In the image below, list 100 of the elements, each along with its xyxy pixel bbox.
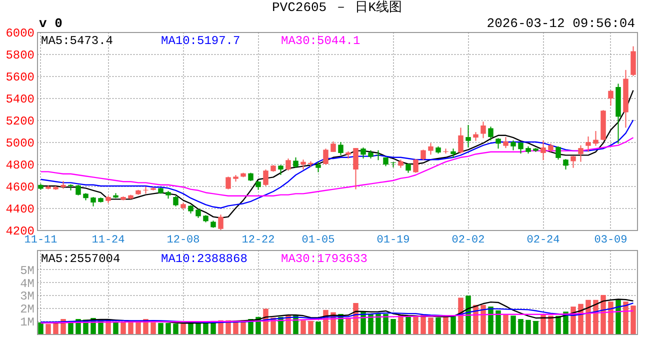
candlestick — [406, 162, 411, 174]
bar — [556, 316, 561, 334]
bar — [623, 302, 628, 334]
text: MA30:1793633 — [281, 252, 368, 266]
bar — [196, 322, 201, 334]
bar — [398, 315, 404, 334]
bar — [376, 313, 381, 334]
text: MA30:5044.1 — [281, 34, 360, 48]
candlestick — [458, 127, 464, 154]
candlestick — [570, 155, 576, 168]
candlestick — [143, 186, 148, 194]
y-tick-label: 4M — [20, 276, 34, 291]
bar — [510, 316, 516, 334]
line-series — [40, 119, 634, 209]
y-tick-label: 5M — [20, 264, 34, 278]
bar — [630, 306, 636, 334]
x-tick-label: 02-24 — [526, 234, 560, 246]
y-tick-label: 5400 — [6, 92, 34, 106]
line-series — [40, 137, 634, 196]
candlestick — [488, 126, 494, 141]
candlestick — [503, 136, 508, 149]
bar — [150, 322, 156, 334]
bar — [406, 316, 411, 334]
bar — [158, 323, 164, 334]
x-tick-label: 12-08 — [166, 234, 200, 246]
bar — [518, 319, 524, 334]
line-series — [40, 310, 634, 324]
x-tick-label: 12-22 — [242, 234, 275, 246]
candlestick — [420, 149, 426, 161]
y-tick-label: 5600 — [6, 70, 34, 84]
bar — [420, 315, 426, 334]
candlestick — [466, 124, 471, 148]
bar — [428, 318, 434, 334]
candlestick — [443, 148, 448, 154]
candlestick — [226, 176, 231, 190]
candlestick — [510, 140, 516, 151]
y-tick-label: 4600 — [6, 180, 34, 194]
y-tick-label: 2M — [20, 302, 34, 317]
chart-title: PVC2605 － 日K线图 — [272, 0, 402, 15]
text: MA10:2388868 — [161, 252, 248, 266]
candlestick — [218, 214, 224, 230]
bar — [38, 322, 44, 334]
bar — [46, 324, 51, 334]
candlestick — [173, 195, 178, 207]
candlestick — [330, 140, 336, 152]
bar — [450, 315, 456, 334]
text: 2026-03-12 09:56:04 — [486, 16, 636, 31]
bar — [466, 296, 471, 334]
text: v 0 — [39, 16, 63, 31]
bar — [346, 318, 351, 334]
line-series — [40, 302, 634, 323]
x-tick-label: 01-19 — [376, 234, 410, 246]
bar — [600, 294, 606, 334]
bar — [443, 316, 448, 334]
bar — [608, 302, 614, 334]
candlestick — [540, 140, 546, 161]
y-tick-label: 3M — [20, 290, 34, 304]
candlestick — [578, 144, 584, 162]
candlestick — [563, 158, 568, 170]
candlestick — [413, 158, 418, 174]
bar — [106, 320, 111, 334]
candlestick — [630, 46, 636, 76]
candlestick — [586, 136, 591, 152]
y-tick-label: 5000 — [6, 136, 34, 150]
bar — [586, 300, 591, 334]
bar — [503, 314, 508, 334]
bar — [458, 298, 464, 334]
candlestick — [263, 169, 268, 186]
bar — [383, 314, 388, 334]
bar — [316, 322, 321, 334]
y-tick-label: 5800 — [6, 48, 34, 62]
bar — [390, 319, 396, 334]
y-tick-label: 1M — [20, 316, 34, 330]
y-tick-label: 6000 — [6, 26, 34, 40]
bar — [113, 322, 118, 334]
bar — [533, 320, 538, 334]
candlestick — [316, 161, 321, 173]
bar — [526, 320, 531, 334]
x-tick-label: 11-24 — [92, 234, 126, 246]
x-tick-label: 02-02 — [452, 234, 485, 246]
candlestick — [360, 147, 366, 159]
text: MA5:5473.4 — [41, 34, 114, 48]
candlestick — [428, 142, 434, 156]
candlestick — [300, 159, 306, 170]
candlestick — [518, 142, 524, 154]
candlestick — [376, 150, 381, 161]
bar — [166, 323, 171, 334]
bar — [308, 320, 314, 334]
candlestick — [496, 138, 501, 150]
bar — [188, 322, 194, 334]
candlestick — [450, 148, 456, 158]
bar — [413, 316, 418, 334]
candlestick — [90, 196, 96, 207]
bar — [203, 323, 208, 334]
candlestick — [278, 164, 284, 176]
bar — [128, 322, 134, 334]
bar — [548, 316, 554, 334]
candlestick — [323, 148, 328, 166]
y-tick-label: 4800 — [6, 158, 34, 172]
bar — [488, 306, 494, 334]
